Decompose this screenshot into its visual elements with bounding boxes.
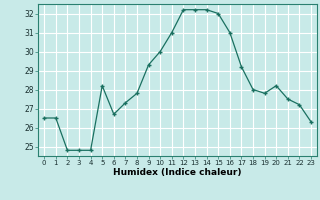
X-axis label: Humidex (Indice chaleur): Humidex (Indice chaleur) <box>113 168 242 177</box>
